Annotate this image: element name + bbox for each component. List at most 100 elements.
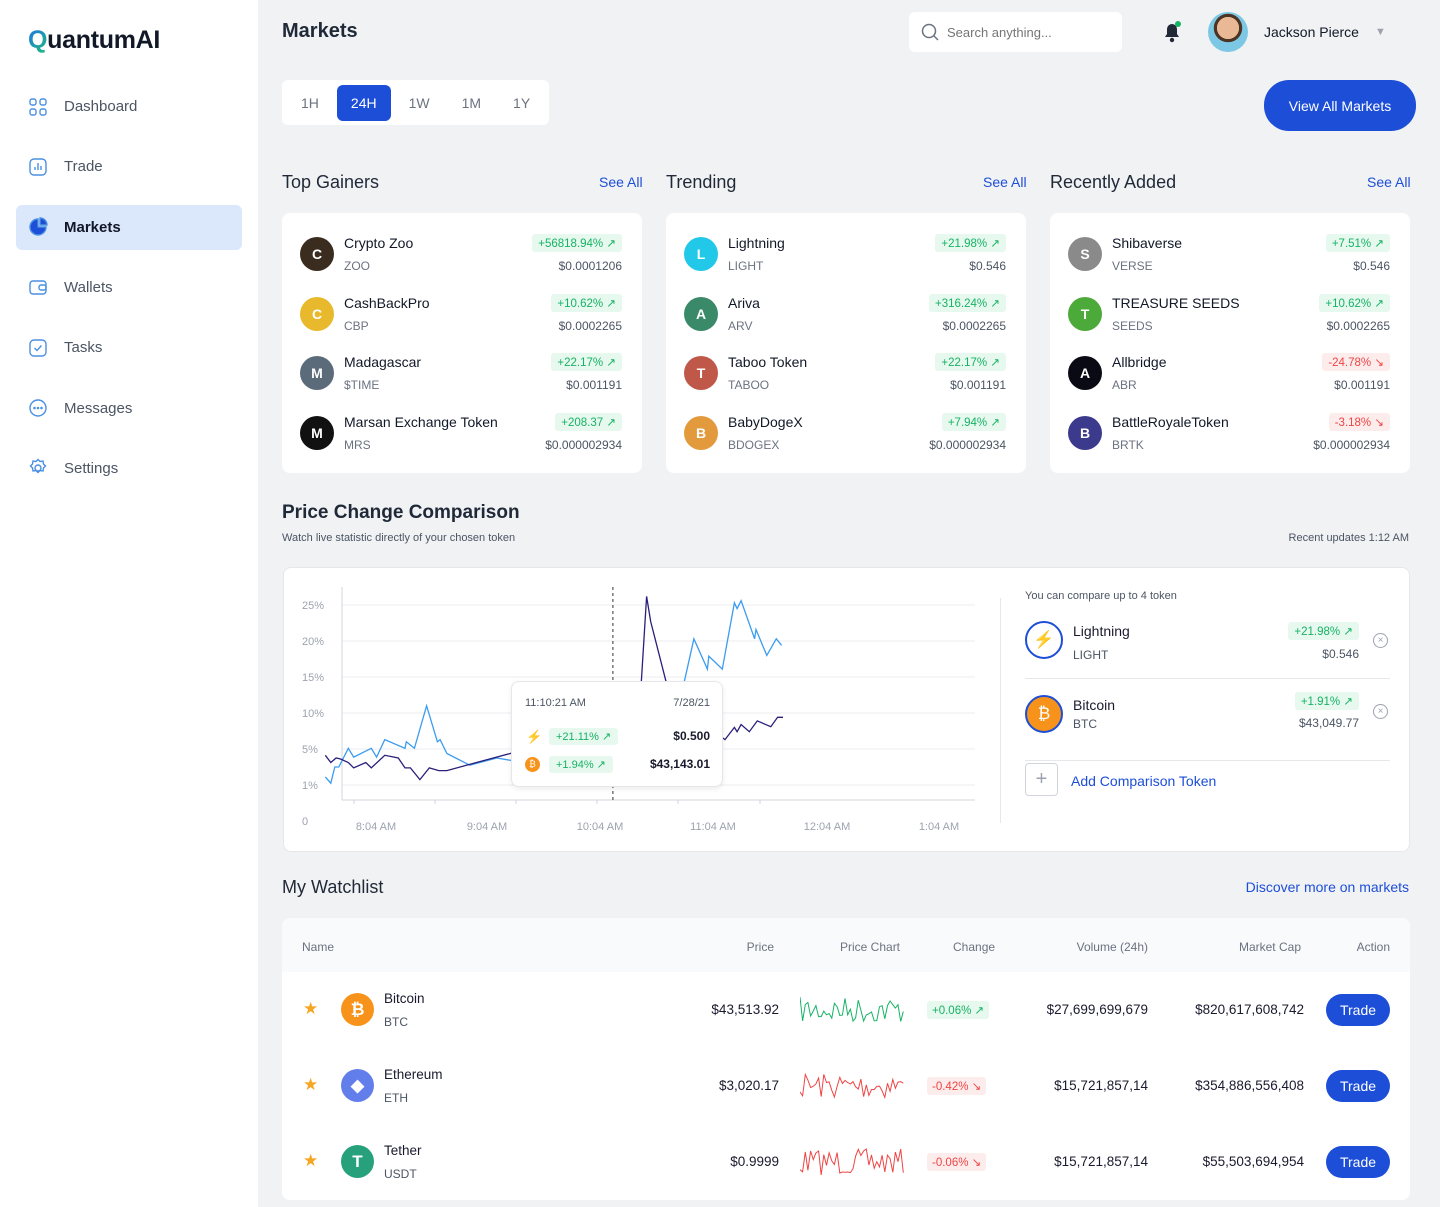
token-symbol: ABR — [1112, 378, 1137, 392]
sidebar-item-tasks[interactable]: Tasks — [16, 325, 242, 370]
change-value: +316.24% — [935, 297, 988, 310]
coin-symbol: BTC — [384, 1015, 408, 1029]
table-row[interactable]: ★ T Tether USDT $0.9999 -0.06% ↘ $15,721,857,1… — [282, 1131, 1410, 1191]
lightning-icon: ⚡ — [1025, 621, 1063, 659]
star-icon[interactable]: ★ — [303, 999, 319, 1018]
timeframe-24h[interactable]: 24H — [336, 84, 391, 121]
change-badge: +7.94% ↗ — [941, 412, 1006, 431]
coin-volume: $27,699,699,679 — [1046, 1002, 1148, 1017]
remove-token-icon[interactable]: × — [1373, 633, 1388, 648]
logo[interactable]: QuantumAI — [28, 26, 161, 54]
sparkline — [800, 996, 904, 1023]
token-symbol: LIGHT — [728, 259, 764, 273]
token-price: $0.000002934 — [1313, 437, 1390, 452]
sidebar-item-trade[interactable]: Trade — [16, 144, 242, 189]
token-row[interactable]: C CashBackPro CBP +10.62% ↗ $0.0002265 — [300, 293, 622, 335]
token-list-card: C Crypto Zoo ZOO +56818.94% ↗ $0.0001206 C Cas… — [282, 213, 642, 473]
x-tick-label: 10:04 AM — [577, 821, 623, 833]
token-row[interactable]: T Taboo Token TABOO +22.17% ↗ $0.001191 — [684, 353, 1006, 394]
timeframe-1w[interactable]: 1W — [408, 94, 430, 111]
add-comparison-token[interactable]: Add Comparison Token — [1071, 773, 1217, 789]
watchlist-title: My Watchlist — [282, 877, 384, 897]
arrow-down-right-icon: ↘ — [968, 1081, 982, 1093]
change-badge: +56818.94% ↗ — [532, 234, 622, 252]
comparison-subtitle: Watch live statistic directly of your ch… — [282, 532, 516, 544]
tooltip-price-bitcoin: $43,143.01 — [649, 757, 710, 771]
view-all-markets-button[interactable]: View All Markets — [1264, 80, 1416, 131]
sidebar-item-label: Wallets — [64, 278, 113, 296]
token-symbol: $TIME — [344, 378, 380, 392]
arrow-up-right-icon: ↗ — [971, 1005, 985, 1017]
plus-icon[interactable]: + — [1025, 763, 1058, 796]
chevron-down-icon[interactable]: ▼ — [1375, 26, 1386, 38]
token-row[interactable]: B BattleRoyaleToken BRTK -3.18% ↘ $0.0000029… — [1068, 412, 1390, 454]
arrow-up-right-icon: ↗ — [1371, 297, 1384, 310]
token-row[interactable]: A Ariva ARV +316.24% ↗ $0.0002265 — [684, 293, 1006, 335]
token-symbol: MRS — [344, 437, 371, 452]
sidebar-item-markets[interactable]: Markets — [16, 204, 242, 250]
change-value: +22.17% — [557, 357, 604, 369]
remove-token-icon[interactable]: × — [1373, 704, 1388, 719]
tether-icon: T — [341, 1145, 374, 1178]
token-symbol: VERSE — [1112, 259, 1153, 273]
trade-button[interactable]: Trade — [1326, 1146, 1390, 1178]
search-input[interactable] — [947, 24, 1107, 40]
change-badge: +7.51% ↗ — [1325, 234, 1390, 252]
comparison-card — [283, 567, 1410, 852]
timeframe-1y[interactable]: 1Y — [513, 94, 531, 111]
trade-button[interactable]: Trade — [1326, 994, 1390, 1026]
token-row[interactable]: C Crypto Zoo ZOO +56818.94% ↗ $0.0001206 — [300, 234, 622, 275]
change-badge: +208.37 ↗ — [555, 412, 622, 431]
sidebar-item-dashboard[interactable]: Dashboard — [16, 84, 242, 129]
chart-tooltip: 11:10:21 AM 7/28/21 ⚡ +21.11% ↗ $0.500 ₿… — [511, 681, 723, 787]
table-row[interactable]: ★ ₿ Bitcoin BTC $43,513.92 +0.06% ↗ $27,699,69… — [282, 979, 1410, 1039]
sidebar-item-messages[interactable]: Messages — [16, 386, 242, 431]
change-value: +10.62% — [1325, 297, 1372, 310]
discover-markets-link[interactable]: Discover more on markets — [1245, 879, 1409, 895]
sidebar-item-label: Tasks — [64, 339, 103, 357]
token-row[interactable]: T TREASURE SEEDS SEEDS +10.62% ↗ $0.0002265 — [1068, 293, 1390, 335]
token-icon: B — [684, 415, 718, 450]
arrow-up-right-icon: ↗ — [603, 416, 616, 429]
token-icon: B — [1068, 415, 1102, 450]
bell-icon[interactable] — [1162, 20, 1184, 44]
lightning-icon: ⚡ — [526, 729, 543, 744]
token-row[interactable]: B BabyDogeX BDOGEX +7.94% ↗ $0.000002934 — [684, 412, 1006, 454]
token-name: Allbridge — [1112, 354, 1167, 370]
sidebar-item-wallets[interactable]: Wallets — [16, 265, 242, 310]
sidebar: QuantumAI Dashboard Trade Markets Wallets Ta… — [0, 0, 258, 1207]
divider — [1000, 598, 1001, 823]
coin-market-cap: $820,617,608,742 — [1195, 1002, 1304, 1017]
watchlist-table: Name Price Price Chart Change Volume (24… — [282, 918, 1410, 1200]
pie-icon — [28, 217, 48, 237]
see-all-link[interactable]: See All — [1367, 174, 1411, 190]
y-tick-label: 1% — [302, 780, 318, 792]
token-row[interactable]: L Lightning LIGHT +21.98% ↗ $0.546 — [684, 234, 1006, 275]
token-row[interactable]: A Allbridge ABR -24.78% ↘ $0.001191 — [1068, 353, 1390, 394]
token-row[interactable]: M Madagascar $TIME +22.17% ↗ $0.001191 — [300, 353, 622, 394]
token-row[interactable]: M Marsan Exchange Token MRS +208.37 ↗ $0.000… — [300, 412, 622, 454]
trade-button[interactable]: Trade — [1326, 1070, 1390, 1102]
grid-icon — [28, 97, 48, 117]
token-icon: M — [300, 356, 334, 390]
y-tick-label: 5% — [302, 744, 318, 756]
see-all-link[interactable]: See All — [983, 174, 1027, 190]
col-price-chart: Price Chart — [840, 940, 901, 954]
sidebar-item-settings[interactable]: Settings — [16, 446, 242, 491]
timeframe-1m[interactable]: 1M — [461, 94, 482, 111]
token-row[interactable]: S Shibaverse VERSE +7.51% ↗ $0.546 — [1068, 234, 1390, 275]
y-tick-label: 25% — [302, 600, 324, 612]
token-list-card: L Lightning LIGHT +21.98% ↗ $0.546 A Ariva ARV +… — [666, 213, 1026, 473]
timeframe-1h[interactable]: 1H — [301, 94, 319, 111]
arrow-down-right-icon: ↘ — [1371, 416, 1384, 429]
see-all-link[interactable]: See All — [599, 174, 643, 190]
checkbox-icon — [28, 338, 48, 358]
search-box[interactable] — [909, 12, 1122, 52]
table-row[interactable]: ★ ◆ Ethereum ETH $3,020.17 -0.42% ↘ $15,721,85… — [282, 1055, 1410, 1115]
token-price: $0.001191 — [950, 378, 1006, 392]
star-icon[interactable]: ★ — [303, 1075, 319, 1094]
user-name[interactable]: Jackson Pierce — [1264, 24, 1359, 40]
star-icon[interactable]: ★ — [303, 1151, 319, 1170]
avatar[interactable] — [1208, 12, 1248, 52]
token-symbol: CBP — [344, 318, 369, 333]
